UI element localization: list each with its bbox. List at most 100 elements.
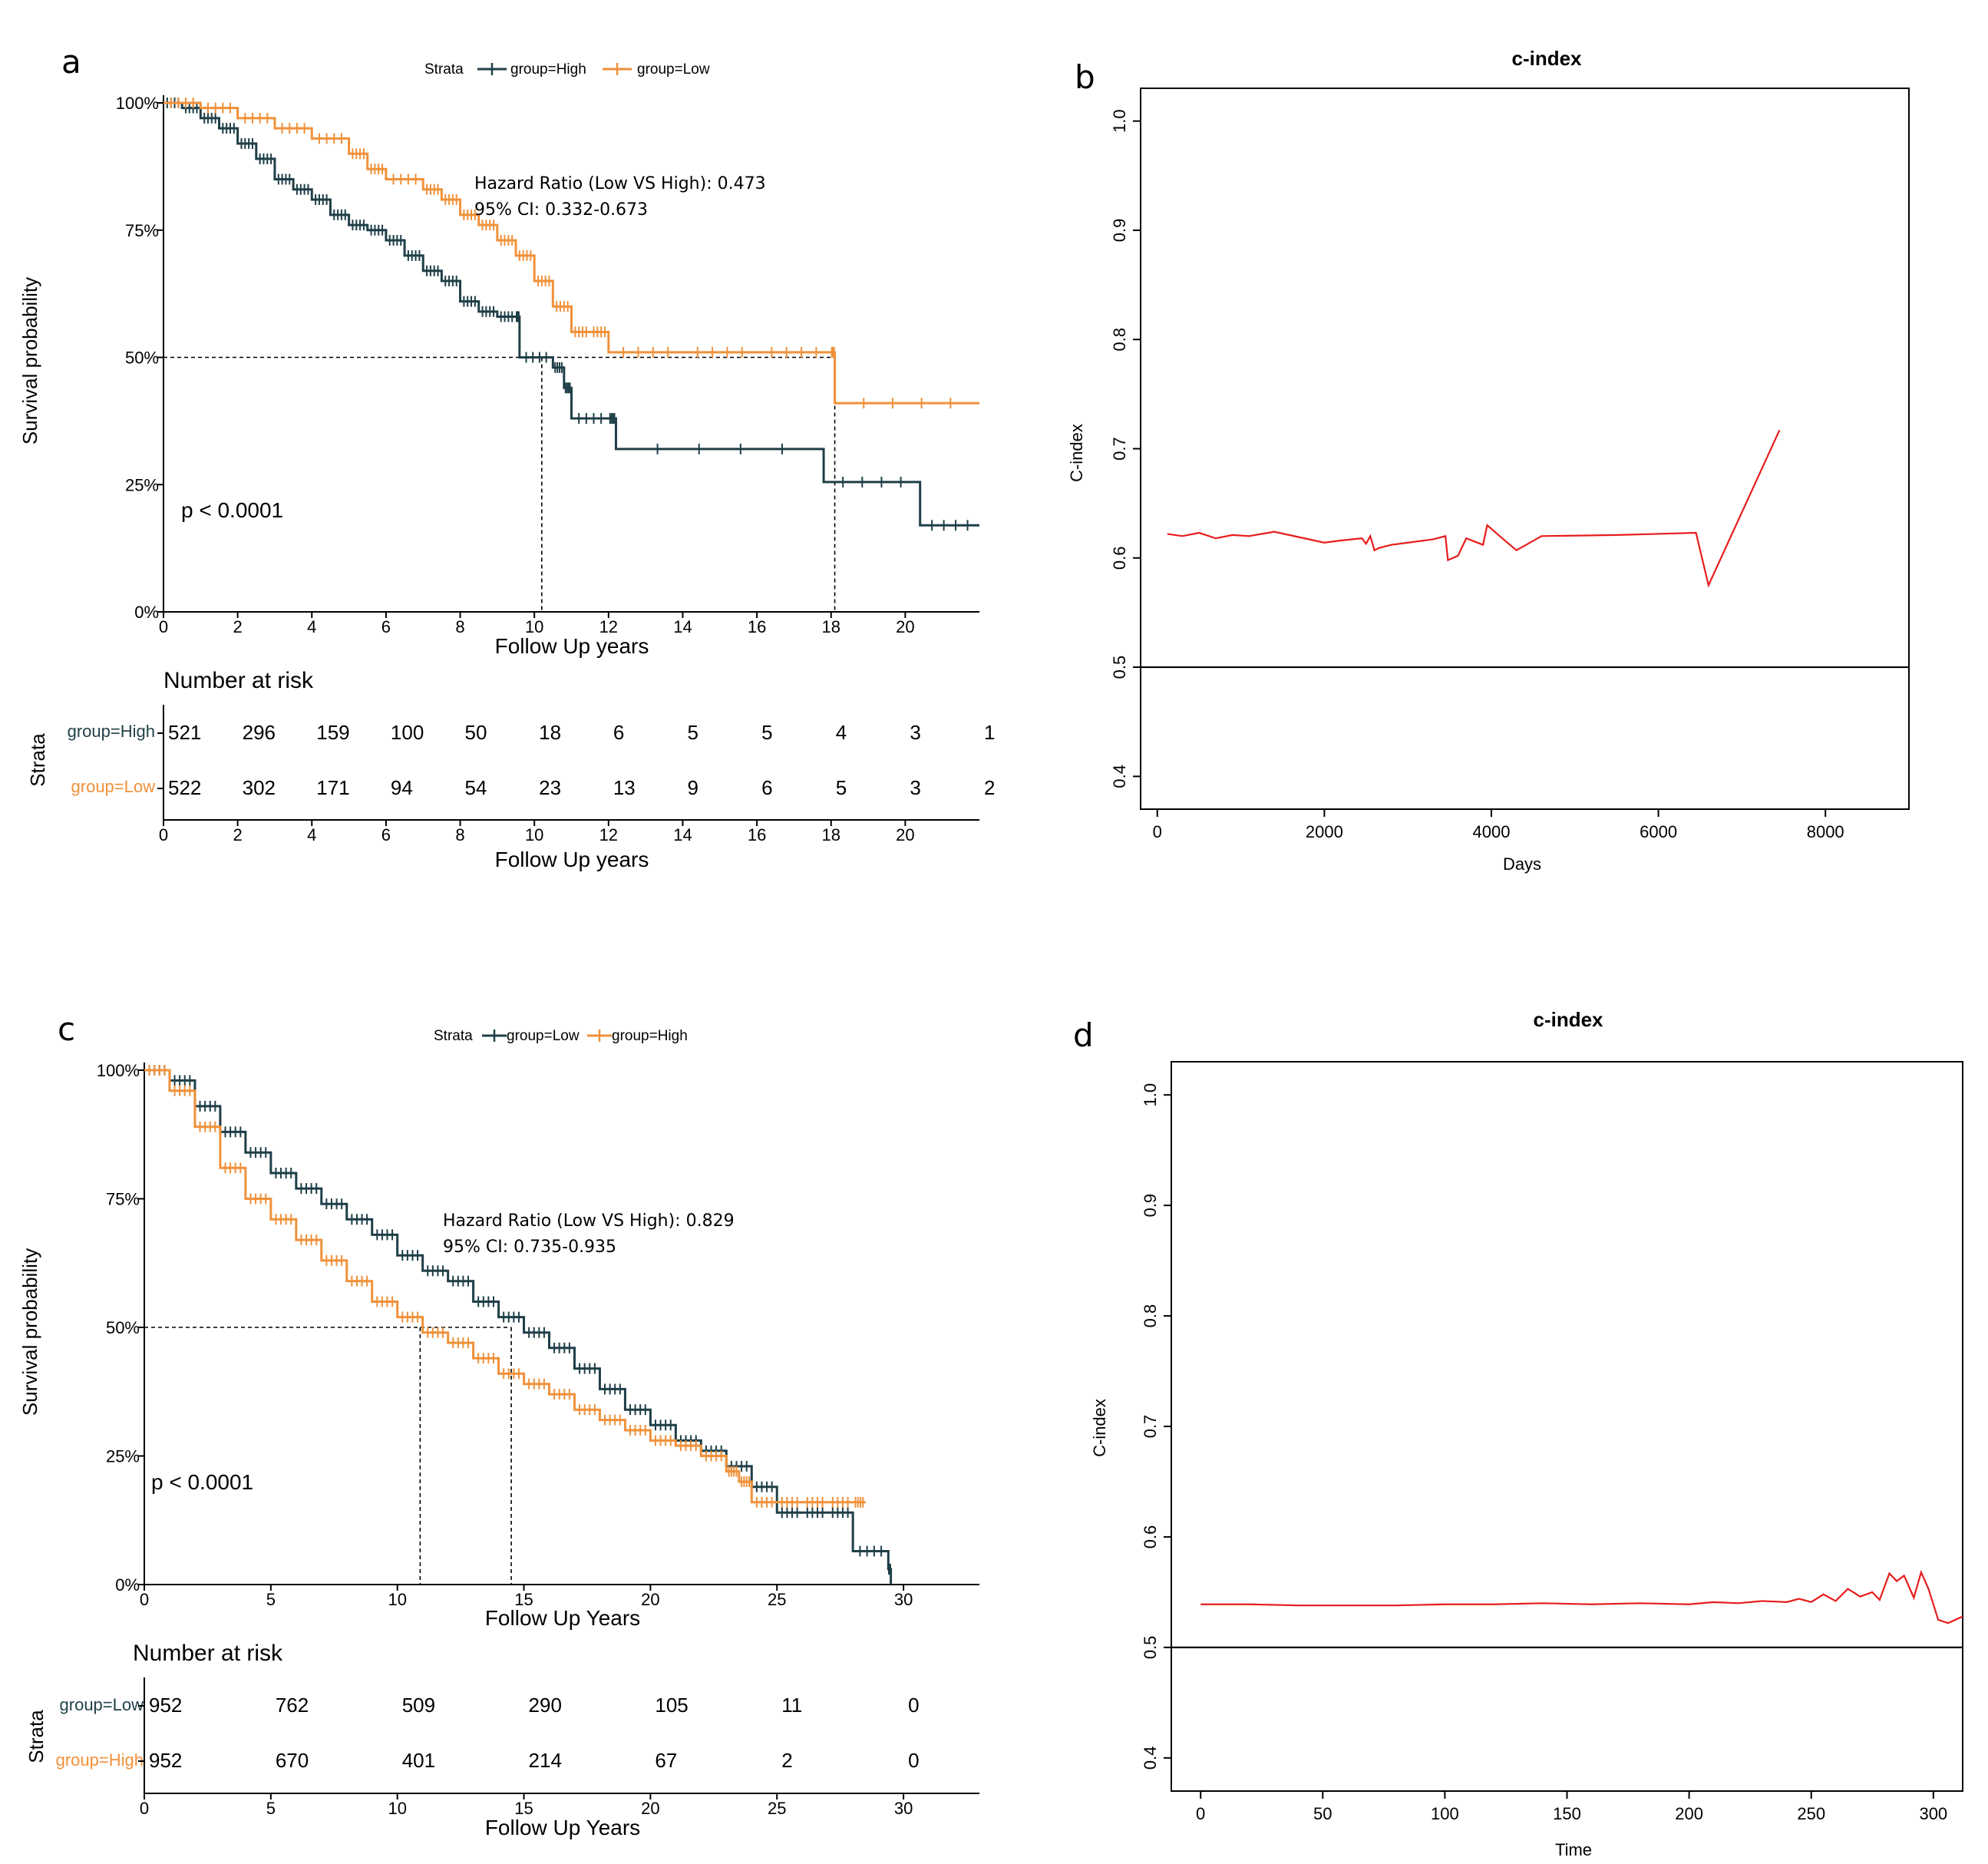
y-tick-label: 0.8 [1141, 1304, 1160, 1328]
risk-cell: 214 [529, 1749, 562, 1772]
legend-label-low: group=Low [637, 61, 710, 78]
y-tick-label: 0.5 [1141, 1636, 1160, 1660]
risk-cell: 4 [836, 721, 847, 744]
risk-cell: 105 [655, 1694, 688, 1717]
risk-cell: 100 [391, 721, 424, 744]
x-tick-label: 12 [599, 617, 618, 636]
risk-x-tick-label: 14 [673, 825, 692, 844]
y-tick-label: 0.4 [1141, 1747, 1160, 1770]
risk-cell: 0 [908, 1694, 919, 1717]
x-tick-label: 14 [673, 617, 692, 636]
panel-b: b c-index C-index Days 0.40.50.60.70.80.… [1067, 47, 1910, 874]
y-tick-label: 0.7 [1141, 1415, 1160, 1439]
y-tick-label: 25% [125, 475, 159, 494]
risk-cell: 3 [910, 776, 920, 799]
km-line-low [144, 1069, 893, 1585]
legend-label-high: group=High [510, 61, 586, 78]
risk-cell: 54 [465, 776, 487, 799]
x-tick-label: 250 [1797, 1804, 1825, 1823]
risk-cell: 11 [781, 1694, 802, 1717]
risk-x-tick-label: 20 [641, 1799, 659, 1818]
km-line-low [163, 101, 979, 405]
panel-c-risk-label-high: group=High [56, 1750, 144, 1770]
risk-x-tick-label: 0 [140, 1799, 149, 1818]
panel-c-risk-xlabel: Follow Up Years [485, 1816, 640, 1839]
km-line-high [144, 1069, 866, 1504]
panel-c-pvalue: p < 0.0001 [151, 1470, 253, 1494]
cindex-line [1200, 1569, 1963, 1624]
panel-a-letter: a [61, 43, 81, 81]
x-tick-label: 10 [388, 1590, 406, 1609]
y-tick-label: 0% [115, 1575, 140, 1595]
risk-cell: 290 [529, 1694, 562, 1717]
risk-cell: 521 [168, 721, 201, 744]
risk-cell: 0 [908, 1749, 919, 1772]
y-tick-label: 1.0 [1110, 109, 1129, 133]
risk-x-tick-label: 15 [514, 1799, 533, 1818]
legend-title: Strata [424, 61, 464, 78]
panel-d: d c-index C-index Time 0.40.50.60.70.80.… [1073, 1008, 1963, 1859]
risk-cell: 5 [761, 721, 772, 744]
y-tick-label: 0.6 [1110, 546, 1129, 570]
y-tick-label: 75% [125, 221, 159, 240]
panel-b-cindex-plot: 0.4 0.5 0.6 0.7 0.8 0.9 1.0 0 2000 4000 6000 8000 [1110, 88, 1910, 841]
x-tick-label: 30 [894, 1590, 913, 1609]
panel-a-risk-xlabel: Follow Up years [495, 848, 649, 871]
y-tick-label: 1.0 [1141, 1083, 1160, 1107]
risk-cell: 2 [781, 1749, 792, 1772]
panel-d-letter: d [1073, 1016, 1094, 1054]
x-tick-label: 0 [159, 617, 168, 636]
x-tick-label: 5 [266, 1590, 276, 1609]
legend-label-high: group=High [612, 1028, 688, 1044]
x-tick-label: 8000 [1807, 822, 1844, 841]
x-tick-label: 20 [641, 1590, 659, 1609]
x-tick-label: 25 [768, 1590, 786, 1609]
panel-a-risk-title: Number at risk [163, 668, 314, 693]
risk-cell: 5 [687, 721, 698, 744]
plot-frame [1171, 1061, 1963, 1792]
panel-c-ylabel: Survival probability [18, 1248, 41, 1416]
x-tick-label: 0 [140, 1590, 149, 1609]
panel-c-risk-ylabel: Strata [25, 1710, 48, 1763]
risk-x-tick-label: 0 [159, 825, 168, 844]
risk-cell: 6 [761, 776, 772, 799]
risk-cell: 762 [276, 1694, 309, 1717]
legend-label-low: group=Low [507, 1028, 580, 1044]
cindex-line [1167, 429, 1781, 588]
y-tick-label: 0.5 [1110, 656, 1129, 679]
risk-x-tick-label: 10 [388, 1799, 406, 1818]
risk-cell: 50 [465, 721, 487, 744]
plot-frame [1140, 88, 1910, 810]
panel-c-legend: Strata group=Low group=High [434, 1028, 688, 1044]
risk-x-tick-label: 25 [768, 1799, 786, 1818]
panel-a-xlabel: Follow Up years [495, 634, 649, 658]
y-tick-label: 50% [125, 349, 159, 368]
x-tick-label: 18 [821, 617, 840, 636]
panel-c-ci: 95% CI: 0.735-0.935 [443, 1238, 616, 1257]
x-tick-label: 8 [455, 617, 464, 636]
risk-cell: 23 [539, 776, 561, 799]
risk-x-tick-label: 8 [455, 825, 464, 844]
risk-x-tick-label: 18 [821, 825, 840, 844]
panel-a-pvalue: p < 0.0001 [181, 498, 283, 522]
risk-x-tick-label: 16 [748, 825, 766, 844]
panel-c-hazard-ratio: Hazard Ratio (Low VS High): 0.829 [443, 1211, 735, 1231]
risk-cell: 296 [243, 721, 276, 744]
risk-cell: 401 [402, 1749, 435, 1772]
x-tick-label: 16 [748, 617, 766, 636]
panel-a-risk-label-low: group=Low [71, 777, 156, 796]
y-tick-label: 25% [106, 1447, 140, 1466]
risk-x-tick-label: 4 [307, 825, 316, 844]
risk-cell: 5 [836, 776, 847, 799]
risk-cell: 302 [243, 776, 276, 799]
panel-b-title: c-index [1511, 47, 1582, 70]
x-tick-label: 150 [1553, 1804, 1581, 1823]
risk-cell: 509 [402, 1694, 435, 1717]
panel-a-risk-label-high: group=High [68, 722, 155, 741]
panel-a-hazard-ratio: Hazard Ratio (Low VS High): 0.473 [474, 174, 766, 193]
x-tick-label: 20 [896, 617, 914, 636]
panel-c-xlabel: Follow Up Years [485, 1606, 640, 1630]
